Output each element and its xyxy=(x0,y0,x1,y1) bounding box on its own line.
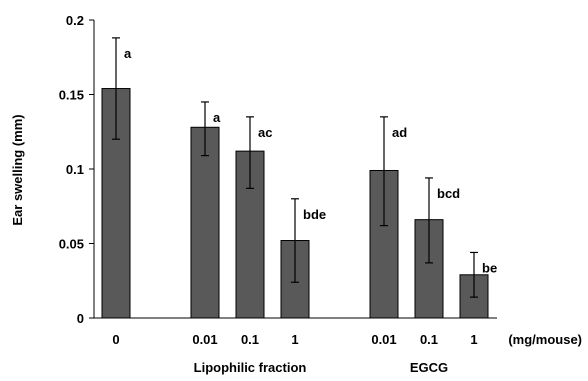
significance-label: bde xyxy=(303,207,326,222)
x-tick-label: 1 xyxy=(291,332,298,347)
y-tick-label: 0.1 xyxy=(66,162,84,177)
y-tick-label: 0.2 xyxy=(66,13,84,28)
group-label: Lipophilic fraction xyxy=(194,360,307,375)
x-tick-label: 0 xyxy=(112,332,119,347)
y-axis-title: Ear swelling (mm) xyxy=(10,114,25,225)
x-tick-label: 1 xyxy=(470,332,477,347)
significance-label: a xyxy=(124,46,132,61)
y-tick-label: 0.15 xyxy=(59,88,84,103)
x-tick-label: 0.01 xyxy=(192,332,217,347)
significance-label: bcd xyxy=(437,186,460,201)
x-tick-label: 0.1 xyxy=(420,332,438,347)
y-tick-label: 0 xyxy=(77,311,84,326)
y-tick-label: 0.05 xyxy=(59,237,84,252)
significance-label: ad xyxy=(392,125,407,140)
significance-label: be xyxy=(482,260,497,275)
x-unit-label: (mg/mouse) xyxy=(508,332,582,347)
x-tick-label: 0.1 xyxy=(241,332,259,347)
bar xyxy=(190,126,220,319)
significance-label: a xyxy=(213,110,221,125)
significance-label: ac xyxy=(258,125,272,140)
group-label: EGCG xyxy=(410,360,448,375)
x-tick-label: 0.01 xyxy=(371,332,396,347)
